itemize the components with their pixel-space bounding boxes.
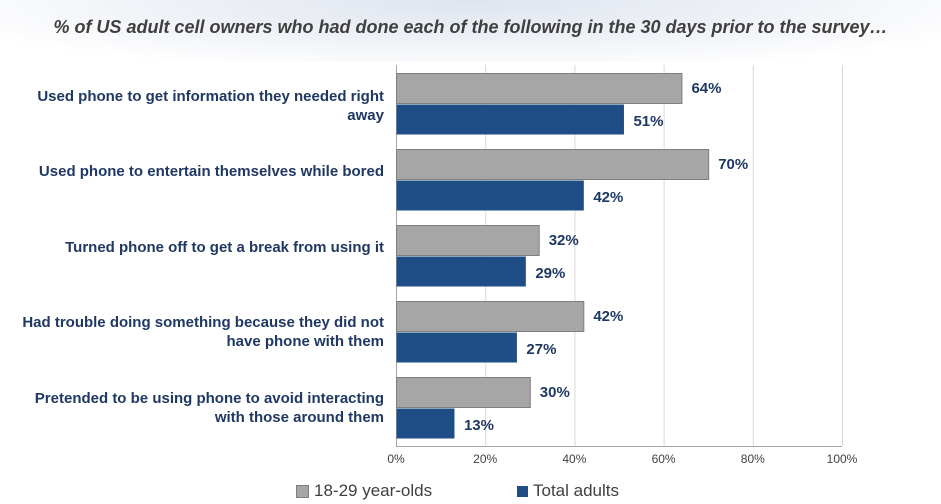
x-tick-label: 100%	[826, 452, 858, 466]
bar-total-adults	[396, 332, 517, 363]
x-tick-label: 60%	[651, 452, 676, 466]
category-label: Used phone to get information they neede…	[37, 88, 384, 124]
bar-total-adults	[396, 256, 526, 287]
data-label: 70%	[718, 156, 749, 173]
bar-18-29	[396, 73, 683, 104]
title-background	[0, 0, 941, 62]
bar-total-adults	[396, 180, 584, 211]
x-tick-label: 80%	[740, 452, 765, 466]
data-label: 29%	[535, 265, 566, 282]
category-label: Pretended to be using phone to avoid int…	[34, 390, 384, 426]
category-label: Used phone to entertain themselves while…	[38, 163, 384, 180]
bar-18-29	[396, 377, 531, 408]
bar-18-29	[396, 225, 540, 256]
data-label: 42%	[593, 189, 624, 206]
data-label: 42%	[593, 308, 624, 325]
chart-title: % of US adult cell owners who had done e…	[53, 17, 888, 37]
legend-item-total: Total adults	[517, 480, 619, 502]
legend-item-18-29: 18-29 year-olds	[296, 480, 432, 502]
category-label: Had trouble doing something because they…	[22, 314, 384, 350]
x-tick-label: 40%	[562, 452, 587, 466]
bar-total-adults	[396, 408, 455, 439]
data-label: 51%	[633, 113, 664, 130]
bar-18-29	[396, 301, 585, 332]
legend-label: Total adults	[533, 481, 619, 500]
legend-swatch-icon	[517, 485, 528, 497]
legend-label: 18-29 year-olds	[314, 481, 433, 500]
x-tick-label: 20%	[473, 452, 498, 466]
x-tick-label: 0%	[387, 452, 405, 466]
category-label: Turned phone off to get a break from usi…	[65, 239, 384, 256]
data-label: 30%	[539, 384, 570, 401]
data-label: 27%	[526, 341, 557, 358]
legend: 18-29 year-olds Total adults	[0, 480, 941, 502]
data-label: 13%	[463, 417, 494, 434]
bar-total-adults	[396, 104, 624, 135]
legend-swatch-icon	[296, 484, 309, 498]
data-label: 32%	[548, 232, 579, 249]
bar-18-29	[396, 149, 710, 180]
data-label: 64%	[691, 80, 722, 97]
